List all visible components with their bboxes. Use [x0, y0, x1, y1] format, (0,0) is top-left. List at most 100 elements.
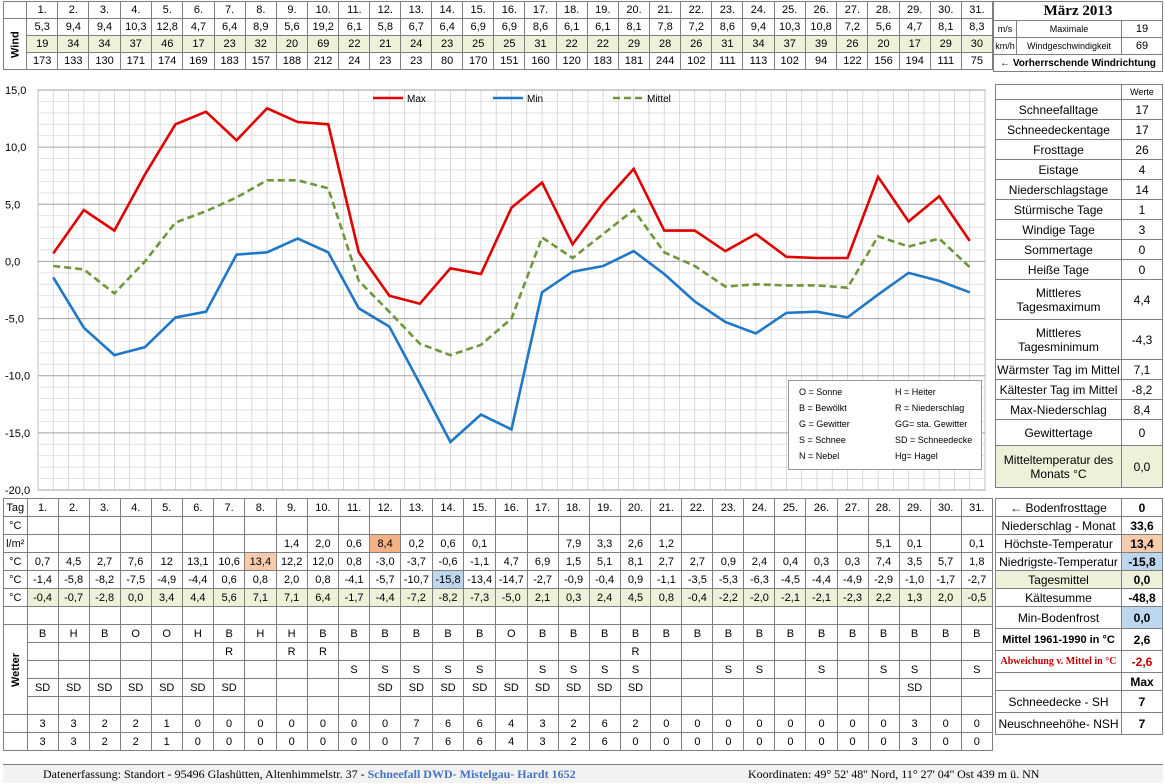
- wind-ms-cell: 10,8: [804, 18, 838, 36]
- footer-location: Datenerfassung: Standort - 95496 Glashüt…: [43, 767, 368, 781]
- max-cell: 2,4: [743, 552, 776, 571]
- min-cell: -4,4: [805, 570, 838, 589]
- stat-row: Max-Niederschlag 8,4: [995, 399, 1163, 420]
- summary-value: -15,8: [1121, 552, 1163, 571]
- sh-cell: 2: [119, 714, 152, 733]
- weather-code-cell: [57, 642, 90, 661]
- weather-code-cell: H: [57, 624, 90, 643]
- precip-cell: 0,6: [431, 534, 465, 553]
- nsh-cell: 0: [681, 732, 714, 751]
- wind-ms-cell: 4,7: [182, 18, 215, 36]
- sh-cell: 0: [275, 714, 308, 733]
- day-header-cell: 23.: [712, 498, 745, 517]
- wind-ms-cell: 7,2: [680, 18, 713, 36]
- stat-value: 8,4: [1121, 399, 1163, 420]
- nsh-cell: 2: [119, 732, 152, 751]
- weather-code-cell: [275, 660, 308, 679]
- weather-spacer-cell: [526, 696, 559, 715]
- precip-cell: [929, 534, 962, 553]
- min-cell: 0,8: [244, 570, 277, 589]
- min-cell: -0,9: [557, 570, 590, 589]
- day-header-cell: 29.: [898, 498, 931, 517]
- weather-code-cell: B: [836, 624, 869, 643]
- wind-ms-cell: 9,4: [57, 18, 90, 36]
- bodenfrost-cell: [463, 516, 496, 535]
- mean-cell: -5,0: [494, 588, 528, 607]
- sh-cell: 0: [338, 714, 371, 733]
- wind-kmh-cell: 22: [338, 35, 371, 53]
- wind-direction-cell: 113: [742, 52, 775, 70]
- spacer-cell: [244, 606, 277, 625]
- wind-direction-cell: 151: [493, 52, 526, 70]
- bodenfrost-cell: [929, 516, 962, 535]
- weather-spacer-cell: [836, 696, 869, 715]
- sh-cell: 1: [150, 714, 183, 733]
- nsh-cell: 0: [619, 732, 652, 751]
- weather-code-cell: [650, 660, 683, 679]
- wind-ms-cell: 7,2: [836, 18, 869, 36]
- legend-label: Max: [407, 94, 426, 105]
- day-header-cell: 14.: [431, 498, 465, 517]
- wind-kmh-cell: 25: [462, 35, 495, 53]
- day-header-cell: 17.: [526, 498, 559, 517]
- sh-cell: 3: [57, 714, 90, 733]
- weather-code-cell: SD: [431, 678, 465, 697]
- weather-code-cell: S: [619, 660, 652, 679]
- weather-spacer-cell: [26, 696, 59, 715]
- nsh-cell: 2: [88, 732, 121, 751]
- wind-kmh-cell: 34: [57, 35, 90, 53]
- wind-ms-cell: 5,8: [369, 18, 402, 36]
- day-header-cell: 4.: [119, 498, 152, 517]
- bodenfrost-unit: °C: [3, 516, 28, 535]
- daily-summary-table: ← Bodenfrosttage 0 Niederschlag - Monat 33,…: [995, 498, 1163, 735]
- max-cell: 13,1: [181, 552, 214, 571]
- stat-value: 4,4: [1121, 279, 1163, 320]
- wind-ms-cell: 8,1: [617, 18, 651, 36]
- min-cell: 0,6: [212, 570, 246, 589]
- wind-direction-cell: 102: [773, 52, 806, 70]
- bodenfrost-cell: [588, 516, 621, 535]
- stat-value: 14: [1121, 179, 1163, 200]
- nsh-cell: 0: [306, 732, 340, 751]
- wind-kmh-cell: 23: [431, 35, 464, 53]
- mean-cell: 7,1: [244, 588, 277, 607]
- weather-code-cell: [526, 642, 559, 661]
- bodenfrost-cell: [212, 516, 246, 535]
- wind-direction-cell: 170: [462, 52, 495, 70]
- min-cell: -1,1: [650, 570, 683, 589]
- summary-row: Tagesmittel 0,0: [995, 570, 1163, 589]
- weather-code-cell: [244, 678, 277, 697]
- summary-label: Abweichung v. Mittel in °C: [995, 650, 1122, 673]
- stats-header: Werte: [1121, 84, 1163, 100]
- day-header-cell: 20.: [619, 498, 652, 517]
- wind-kmh-cell: 17: [182, 35, 215, 53]
- spacer-cell: [150, 606, 183, 625]
- sh-cell: 0: [929, 714, 962, 733]
- stat-label: Max-Niederschlag: [995, 399, 1122, 420]
- day-header-cell: 11.: [338, 498, 371, 517]
- weather-row: SD SD SD SD SD SD SD SD SD SD SD SD SD SD SD SD SD: [4, 678, 994, 697]
- min-cell: -2,7: [960, 570, 994, 589]
- sh-cell: 7: [400, 714, 433, 733]
- day-header-cell: 8.: [244, 1, 277, 19]
- summary-value: -48,8: [1121, 588, 1163, 607]
- day-header-cell: 3.: [88, 1, 121, 19]
- bodenfrost-cell: [400, 516, 433, 535]
- precip-cell: [150, 534, 183, 553]
- min-cell: -7,5: [119, 570, 152, 589]
- wind-ms-cell: 5,6: [275, 18, 309, 36]
- weather-code-cell: [681, 678, 714, 697]
- weather-code-cell: [681, 660, 714, 679]
- day-header-cell: 4.: [119, 1, 153, 19]
- bodenfrost-cell: [494, 516, 528, 535]
- nsh-cell: 0: [960, 732, 994, 751]
- weather-code-cell: [306, 660, 340, 679]
- stats-header-row: Werte: [995, 84, 1163, 100]
- stat-row: Eistage 4: [995, 159, 1163, 180]
- weather-code-cell: O: [494, 624, 528, 643]
- spacer-cell: [557, 606, 590, 625]
- stat-row: Mittleres Tagesmaximum 4,4: [995, 279, 1163, 320]
- wind-ms-cell: 6,1: [555, 18, 588, 36]
- day-header-cell: 31.: [960, 1, 994, 19]
